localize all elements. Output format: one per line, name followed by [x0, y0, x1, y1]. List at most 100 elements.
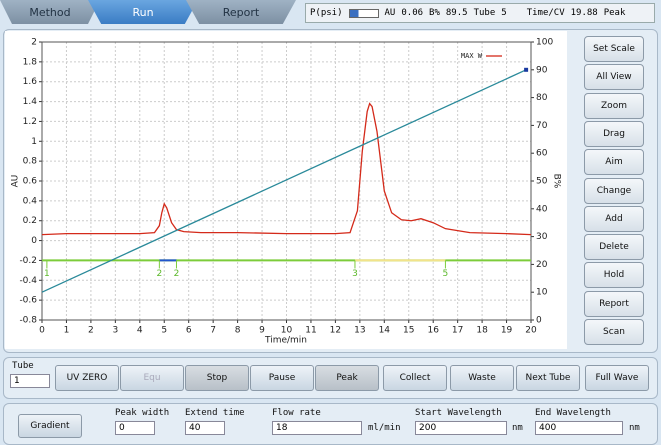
unit: ml/min	[368, 423, 401, 433]
status-mode: Peak	[603, 8, 626, 18]
series-line	[41, 69, 527, 293]
side-button[interactable]: Aim	[584, 149, 644, 176]
y-tick-label: 1.8	[23, 57, 38, 67]
fraction-label: 2	[174, 269, 180, 279]
y-tick-label: -0.6	[19, 296, 37, 306]
tube-input[interactable]: 1	[10, 374, 50, 388]
x-tick-label: 9	[259, 326, 265, 336]
side-button[interactable]: Change	[584, 177, 644, 204]
field-label: Peak width	[115, 408, 170, 418]
tube-label: Tube	[12, 361, 34, 371]
y-tick-label: 0.4	[23, 196, 38, 206]
y-tick-label: 1.2	[23, 117, 37, 127]
field-label: Extend time	[185, 408, 245, 418]
y2-tick-label: 80	[536, 93, 548, 103]
side-button[interactable]: All View	[584, 64, 644, 91]
control-button[interactable]: Pause	[250, 365, 314, 391]
y-axis-label: AU	[11, 175, 21, 188]
y2-tick-label: 40	[536, 204, 548, 214]
current-point	[524, 67, 529, 72]
side-button[interactable]: Drag	[584, 120, 644, 147]
y2-tick-label: 50	[536, 177, 548, 187]
side-button[interactable]: Scan	[584, 319, 644, 345]
x-tick-label: 19	[501, 326, 513, 336]
x-tick-label: 7	[210, 326, 216, 336]
y-tick-label: 1.4	[23, 97, 38, 107]
fraction-label: 5	[443, 269, 449, 279]
y-tick-label: -0.4	[19, 276, 37, 286]
x-tick-label: 13	[354, 326, 365, 336]
x-tick-label: 0	[39, 326, 45, 336]
side-button[interactable]: Delete	[584, 234, 644, 261]
control-button[interactable]: Waste	[450, 365, 514, 391]
chart: Time/min AU B% -0.8 -0.6 -0.4 -0.2 0 0.2 0.4 0.…	[5, 31, 567, 349]
y-tick-label: 1.6	[23, 77, 38, 87]
fraction-label: 3	[352, 269, 358, 279]
x-tick-label: 3	[112, 326, 118, 336]
status-bar: P(psi) AU 0.06 B% 89.5 Tube 5 Time/CV 19…	[305, 3, 655, 23]
fraction-label: 2	[156, 269, 162, 279]
fraction-label: 1	[44, 269, 50, 279]
control-button[interactable]: UV ZERO	[55, 365, 119, 391]
x-tick-label: 8	[235, 326, 241, 336]
plot-frame	[41, 41, 532, 321]
field-label: Start Wavelength	[415, 408, 502, 418]
y-tick-label: 2	[31, 38, 37, 48]
status-value: 5	[501, 8, 507, 18]
control-button[interactable]: Peak	[315, 365, 379, 391]
status-value: 89.5	[445, 8, 468, 18]
y-tick-label: -0.2	[19, 256, 37, 266]
tab[interactable]: Method	[0, 0, 100, 24]
side-button[interactable]: Set Scale	[584, 36, 644, 62]
tab[interactable]: Run	[88, 0, 198, 24]
control-button[interactable]: Collect	[383, 365, 447, 391]
y2-axis-label: B%	[552, 174, 562, 189]
x-tick-label: 20	[525, 326, 537, 336]
y-tick-label: 0.8	[23, 157, 38, 167]
status-label: Tube	[473, 8, 496, 18]
x-tick-label: 1	[64, 326, 70, 336]
control-button[interactable]: Full Wave	[585, 365, 649, 391]
status-value: 0.06	[401, 8, 424, 18]
x-tick-label: 17	[452, 326, 463, 336]
field-label: Flow rate	[272, 408, 321, 418]
y-tick-label: 0.6	[23, 177, 38, 187]
field-input[interactable]: 0	[115, 421, 155, 435]
y2-tick-label: 30	[536, 232, 548, 242]
side-button[interactable]: Report	[584, 290, 644, 317]
x-tick-label: 14	[379, 326, 391, 336]
x-axis-label: Time/min	[264, 336, 307, 346]
y2-tick-label: 20	[536, 260, 548, 270]
y2-tick-label: 90	[536, 65, 548, 75]
side-button[interactable]: Add	[584, 205, 644, 232]
x-tick-label: 11	[305, 326, 316, 336]
tab[interactable]: Report	[186, 0, 296, 24]
unit: nm	[629, 423, 640, 433]
status-label: AU	[384, 8, 396, 18]
x-tick-label: 10	[281, 326, 293, 336]
y2-tick-label: 70	[536, 121, 548, 131]
side-button[interactable]: Hold	[584, 262, 644, 289]
y2-tick-label: 0	[536, 316, 542, 326]
pressure-bar	[348, 8, 379, 18]
series-line	[41, 102, 532, 236]
gradient-button[interactable]: Gradient	[18, 414, 82, 438]
control-button[interactable]: Next Tube	[516, 365, 580, 391]
x-tick-label: 4	[137, 326, 143, 336]
x-tick-label: 12	[330, 326, 341, 336]
side-button[interactable]: Zoom	[584, 92, 644, 119]
field-input[interactable]: 18	[272, 421, 362, 435]
control-button[interactable]: Equ	[120, 365, 184, 391]
y-tick-label: -0.8	[19, 316, 37, 326]
control-button[interactable]: Stop	[185, 365, 249, 391]
legend-label: MAX W	[461, 52, 483, 60]
x-tick-label: 5	[161, 326, 167, 336]
y-tick-label: 0	[31, 236, 37, 246]
field-input[interactable]: 400	[535, 421, 623, 435]
x-tick-label: 16	[427, 326, 439, 336]
unit: nm	[512, 423, 523, 433]
y2-tick-label: 60	[536, 149, 548, 159]
field-input[interactable]: 40	[185, 421, 225, 435]
field-input[interactable]: 200	[415, 421, 507, 435]
